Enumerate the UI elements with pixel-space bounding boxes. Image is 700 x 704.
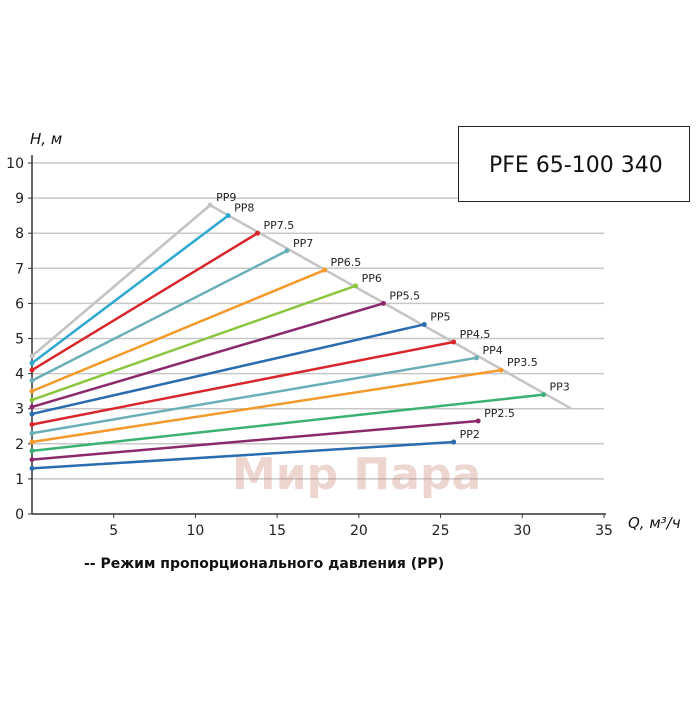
y-tick-label-9: 9 xyxy=(15,191,24,207)
series-start-pp6 xyxy=(29,397,35,403)
series-line-pp2 xyxy=(31,440,454,470)
series-end-pp5-5 xyxy=(380,300,386,306)
series-end-pp2-5 xyxy=(475,418,481,424)
series-line-pp5-5 xyxy=(31,302,384,409)
y-tick-label-2: 2 xyxy=(15,437,24,453)
series-end-pp4 xyxy=(474,355,480,361)
series-start-pp3-5 xyxy=(29,439,35,445)
x-tick-label-10: 10 xyxy=(187,523,205,539)
series-start-pp9 xyxy=(29,353,35,359)
series-label-pp9: PP9 xyxy=(216,191,236,204)
model-title-box: PFE 65-100 340 xyxy=(458,126,690,202)
series-label-pp6: PP6 xyxy=(362,272,382,285)
series-start-pp7-5 xyxy=(29,367,35,373)
model-title: PFE 65-100 340 xyxy=(489,153,663,178)
series-label-pp5: PP5 xyxy=(430,310,450,323)
x-tick-label-5: 5 xyxy=(109,523,118,539)
series-end-pp3 xyxy=(541,392,547,398)
series-end-pp7-5 xyxy=(255,230,261,236)
series-start-pp3 xyxy=(29,448,35,454)
series-start-pp2-5 xyxy=(29,457,35,463)
y-tick-label-4: 4 xyxy=(15,367,24,383)
y-tick-label-10: 10 xyxy=(6,156,24,172)
series-start-pp6-5 xyxy=(29,388,35,394)
series-line-pp9 xyxy=(31,204,211,358)
x-tick-label-20: 20 xyxy=(350,523,368,539)
y-tick-label-7: 7 xyxy=(15,261,24,277)
series-label-pp3: PP3 xyxy=(550,381,570,394)
series-line-pp7 xyxy=(31,249,288,382)
series-label-pp4-5: PP4.5 xyxy=(460,328,491,341)
series-start-pp4 xyxy=(29,430,35,436)
series-end-pp6-5 xyxy=(322,267,328,273)
series-start-pp2 xyxy=(29,465,35,471)
series-start-pp5-5 xyxy=(29,404,35,410)
series-end-pp8 xyxy=(225,213,231,219)
series-label-pp2-5: PP2.5 xyxy=(484,407,515,420)
series-start-pp8 xyxy=(29,360,35,366)
series-line-pp6 xyxy=(31,284,357,402)
mode-caption: -- Режим пропорционального давления (PP) xyxy=(84,556,445,572)
series-end-pp6 xyxy=(353,283,359,289)
series-label-pp2: PP2 xyxy=(460,428,480,441)
series-line-pp7-5 xyxy=(31,232,259,372)
y-axis-label: H, м xyxy=(30,130,63,148)
x-tick-label-30: 30 xyxy=(513,523,531,539)
series-label-pp6-5: PP6.5 xyxy=(331,256,362,269)
y-tick-label-3: 3 xyxy=(15,402,24,418)
series-end-pp3-5 xyxy=(498,367,504,373)
series-line-pp4-5 xyxy=(31,340,454,426)
series-label-pp4: PP4 xyxy=(483,344,503,357)
series-start-pp5 xyxy=(29,411,35,417)
envelope-line xyxy=(31,203,572,410)
y-tick-label-1: 1 xyxy=(15,472,24,488)
series-end-pp2 xyxy=(451,439,457,445)
x-axis-label: Q, м³/ч xyxy=(628,514,681,532)
x-tick-label-15: 15 xyxy=(268,523,286,539)
series-line-pp8 xyxy=(31,214,229,365)
series-line-pp3-5 xyxy=(31,368,502,444)
series-label-pp7-5: PP7.5 xyxy=(264,219,295,232)
series-line-pp5 xyxy=(31,323,425,416)
series-line-pp4 xyxy=(31,356,477,435)
series-end-pp7 xyxy=(284,248,290,254)
series-end-pp9 xyxy=(207,202,213,208)
y-tick-label-8: 8 xyxy=(15,226,24,242)
y-tick-label-5: 5 xyxy=(15,332,24,348)
series-end-pp5 xyxy=(421,321,427,327)
series-line-pp3 xyxy=(31,393,544,453)
series-start-pp4-5 xyxy=(29,421,35,427)
series-start-pp7 xyxy=(29,378,35,384)
series-label-pp7: PP7 xyxy=(293,237,313,250)
series-label-pp8: PP8 xyxy=(234,202,254,215)
series-label-pp3-5: PP3.5 xyxy=(507,356,538,369)
series-end-pp4-5 xyxy=(451,339,457,345)
series-line-pp6-5 xyxy=(31,268,326,393)
watermark-text: Мир Пара xyxy=(232,449,482,500)
x-tick-label-25: 25 xyxy=(432,523,450,539)
y-tick-label-6: 6 xyxy=(15,296,24,312)
series-label-pp5-5: PP5.5 xyxy=(389,289,420,302)
series-line-pp2-5 xyxy=(31,419,479,461)
y-tick-label-0: 0 xyxy=(15,507,24,523)
x-tick-label-35: 35 xyxy=(595,523,613,539)
